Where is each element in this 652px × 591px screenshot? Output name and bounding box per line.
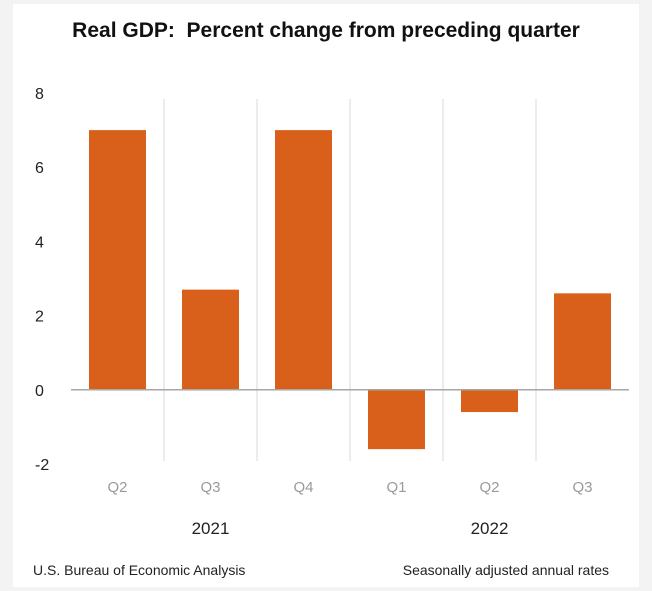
bar <box>182 289 239 390</box>
year-group-label: 2022 <box>471 519 509 538</box>
y-tick-label: 6 <box>35 160 44 177</box>
x-tick-label: Q3 <box>572 479 592 496</box>
y-tick-label: 0 <box>35 383 44 400</box>
year-group-label: 2021 <box>192 519 230 538</box>
bar <box>461 389 518 413</box>
bar <box>89 130 146 390</box>
y-tick-label: 4 <box>35 234 44 251</box>
bar <box>275 130 332 390</box>
bar-chart: -2 0 2 4 6 8 Q2 Q3 Q4 Q1 Q2 Q3 2021 2022 <box>35 86 629 538</box>
bar <box>368 389 425 450</box>
x-tick-label: Q4 <box>293 479 313 496</box>
chart-frame: Real GDP: Percent change from preceding … <box>13 4 639 587</box>
source-note: U.S. Bureau of Economic Analysis <box>33 562 246 578</box>
x-tick-label: Q3 <box>200 479 220 496</box>
y-tick-label: -2 <box>35 457 49 474</box>
x-tick-label: Q2 <box>479 479 499 496</box>
y-tick-label: 2 <box>35 309 44 326</box>
rates-note: Seasonally adjusted annual rates <box>402 562 609 578</box>
y-tick-label: 8 <box>35 86 44 103</box>
chart-title: Real GDP: Percent change from preceding … <box>72 19 580 42</box>
x-tick-label: Q1 <box>386 479 406 496</box>
x-tick-label: Q2 <box>107 479 127 496</box>
bar <box>554 293 611 390</box>
